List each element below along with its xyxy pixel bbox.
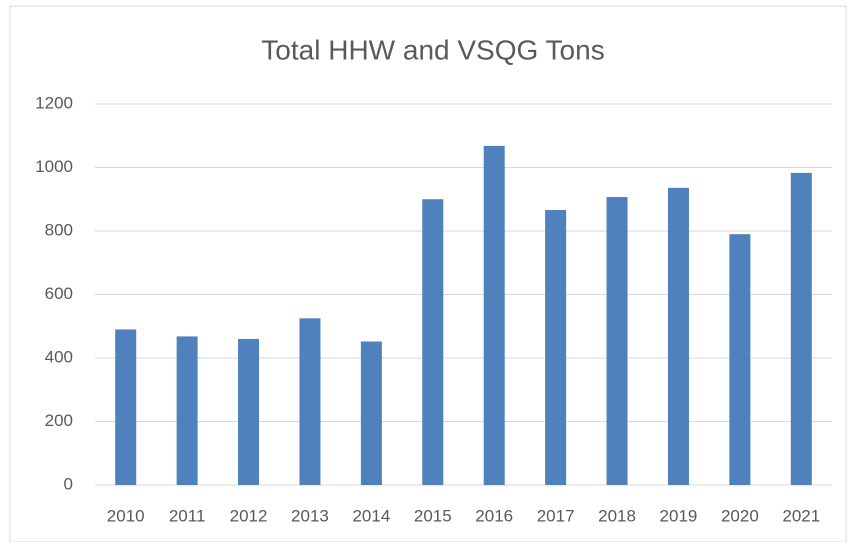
bar xyxy=(483,145,505,485)
x-tick-label: 2015 xyxy=(414,506,452,525)
x-tick-label: 2016 xyxy=(475,506,513,525)
bar xyxy=(115,329,137,485)
bar xyxy=(238,338,260,485)
x-tick-label: 2021 xyxy=(782,506,820,525)
bar xyxy=(176,336,198,485)
bar xyxy=(667,187,689,485)
bar xyxy=(790,172,812,485)
x-tick-label: 2020 xyxy=(721,506,759,525)
x-tick-label: 2012 xyxy=(230,506,268,525)
bar xyxy=(299,318,321,485)
y-tick-label: 1200 xyxy=(35,93,73,112)
x-tick-label: 2010 xyxy=(107,506,145,525)
y-tick-label: 1000 xyxy=(35,157,73,176)
y-tick-label: 400 xyxy=(45,347,73,366)
x-tick-label: 2011 xyxy=(169,506,206,525)
bar xyxy=(606,197,628,485)
y-tick-label: 200 xyxy=(45,411,73,430)
x-tick-label: 2014 xyxy=(352,506,390,525)
y-tick-label: 0 xyxy=(64,474,73,493)
x-tick-label: 2013 xyxy=(291,506,329,525)
bar xyxy=(422,199,444,485)
y-tick-label: 600 xyxy=(45,284,73,303)
y-tick-label: 800 xyxy=(45,220,73,239)
bar xyxy=(729,234,751,485)
chart-title: Total HHW and VSQG Tons xyxy=(261,34,604,65)
x-tick-label: 2018 xyxy=(598,506,636,525)
bar xyxy=(545,210,567,486)
x-tick-label: 2019 xyxy=(660,506,698,525)
bar xyxy=(360,341,382,485)
x-tick-label: 2017 xyxy=(537,506,575,525)
